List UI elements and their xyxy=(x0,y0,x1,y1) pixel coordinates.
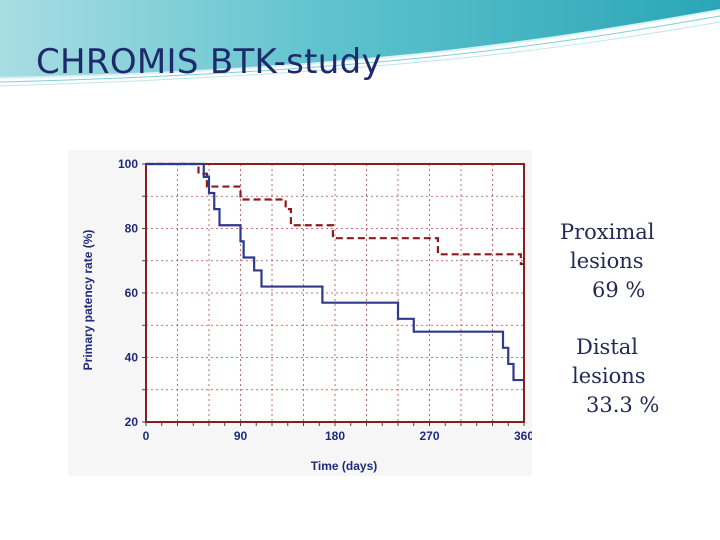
y-axis-label: Primary patency rate (%) xyxy=(81,230,95,371)
x-tick-label: 90 xyxy=(234,429,248,443)
distal-value: 33.3 % xyxy=(586,393,660,417)
proximal-label-line2: lesions xyxy=(570,249,644,273)
series-layer xyxy=(146,162,524,382)
distal-label-line2: lesions xyxy=(572,364,646,388)
patency-chart: 0 90 180 270 360 20 40 60 80 100 Time (days) Prim… xyxy=(81,157,532,473)
y-tick-label: 40 xyxy=(125,351,139,365)
proximal-label-line1: Proximal xyxy=(560,220,655,244)
x-tick-label: 270 xyxy=(419,429,439,443)
y-tick-label: 80 xyxy=(125,222,139,236)
y-tick-label: 20 xyxy=(125,415,139,429)
x-tick-label: 0 xyxy=(143,429,150,443)
grid-layer xyxy=(146,164,524,422)
tick-layer: 0 90 180 270 360 20 40 60 80 100 xyxy=(118,157,532,443)
y-tick-label: 100 xyxy=(118,157,138,171)
proximal-lesions-note: Proximal lesions 69 % xyxy=(560,218,655,305)
series-line-solid xyxy=(146,162,524,382)
x-axis-label: Time (days) xyxy=(311,459,377,473)
distal-label-line1: Distal xyxy=(576,335,639,359)
distal-lesions-note: Distal lesions 33.3 % xyxy=(572,333,659,420)
header-swoosh-banner xyxy=(0,0,720,87)
slide-title: CHROMIS BTK-study xyxy=(36,42,382,82)
x-tick-label: 180 xyxy=(325,429,345,443)
x-tick-label: 360 xyxy=(514,429,532,443)
chart-panel: 0 90 180 270 360 20 40 60 80 100 Time (days) Prim… xyxy=(68,150,532,476)
proximal-value: 69 % xyxy=(592,278,646,302)
y-tick-label: 60 xyxy=(125,286,139,300)
